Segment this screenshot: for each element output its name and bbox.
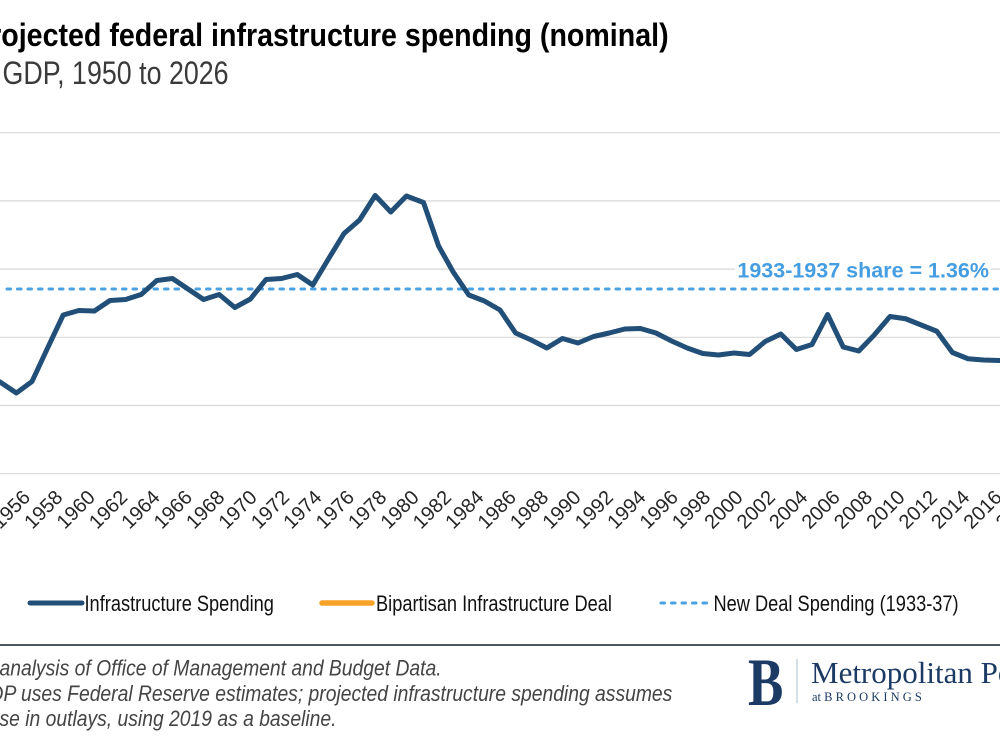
svg-text:B: B (748, 646, 783, 721)
svg-text:analysis of Office of Manageme: analysis of Office of Management and Bud… (0, 656, 442, 681)
svg-text:Infrastructure Spending: Infrastructure Spending (85, 591, 274, 616)
svg-text:at BROOKINGS: at BROOKINGS (812, 690, 925, 704)
svg-text:1933-1937 share = 1.36%: 1933-1937 share = 1.36% (737, 259, 989, 283)
svg-text:GDP, 1950 to 2026: GDP, 1950 to 2026 (3, 56, 229, 92)
svg-text:Metropolitan Policy Program: Metropolitan Policy Program (811, 655, 1000, 690)
svg-text:Bipartisan Infrastructure Deal: Bipartisan Infrastructure Deal (376, 591, 612, 616)
svg-text:New Deal Spending (1933-37): New Deal Spending (1933-37) (714, 591, 959, 616)
svg-text:Actual and projected federal i: Actual and projected federal infrastruct… (0, 19, 669, 54)
svg-text:DP uses Federal Reserve estima: DP uses Federal Reserve estimates; proje… (0, 682, 673, 707)
svg-text:se in outlays, using 2019 as a: se in outlays, using 2019 as a baseline. (0, 707, 336, 732)
